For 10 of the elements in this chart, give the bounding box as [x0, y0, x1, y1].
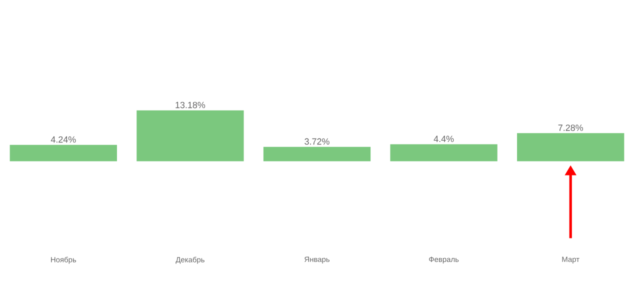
bar — [10, 144, 117, 162]
bar — [136, 110, 244, 162]
data-label: 13.18% — [176, 102, 206, 108]
data-label: 4.24% — [50, 136, 76, 143]
data-label: 4.4% — [434, 136, 454, 142]
bar — [390, 144, 498, 162]
data-label: 7.28% — [558, 124, 583, 131]
bar — [517, 133, 624, 162]
bar — [263, 146, 371, 162]
data-label: 3.72% — [304, 138, 330, 145]
